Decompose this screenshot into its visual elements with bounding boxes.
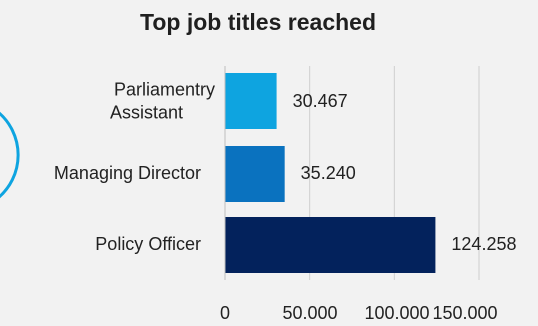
data-labels: 30.467 35.240 124.258 <box>293 91 517 254</box>
category-labels: Parliamentry Assistant Managing Director Po… <box>54 80 215 255</box>
decorative-arc <box>0 111 20 199</box>
category-label: Policy Officer <box>95 234 201 254</box>
bar <box>225 73 277 129</box>
bar <box>225 146 285 202</box>
tick-label: 100.000 <box>364 303 429 323</box>
category-label: Managing Director <box>54 163 201 183</box>
bar <box>225 217 436 273</box>
data-label: 124.258 <box>451 234 516 254</box>
category-label: Parliamentry Assistant <box>110 80 215 123</box>
bars <box>225 73 436 273</box>
tick-label: 0 <box>220 303 230 323</box>
data-label: 30.467 <box>293 91 348 111</box>
tick-label: 150.000 <box>432 303 497 323</box>
tick-label: 50.000 <box>282 303 337 323</box>
data-label: 35.240 <box>301 163 356 183</box>
chart-title: Top job titles reached <box>140 9 376 35</box>
x-axis-ticks: 0 50.000 100.000 150.000 <box>220 303 498 323</box>
